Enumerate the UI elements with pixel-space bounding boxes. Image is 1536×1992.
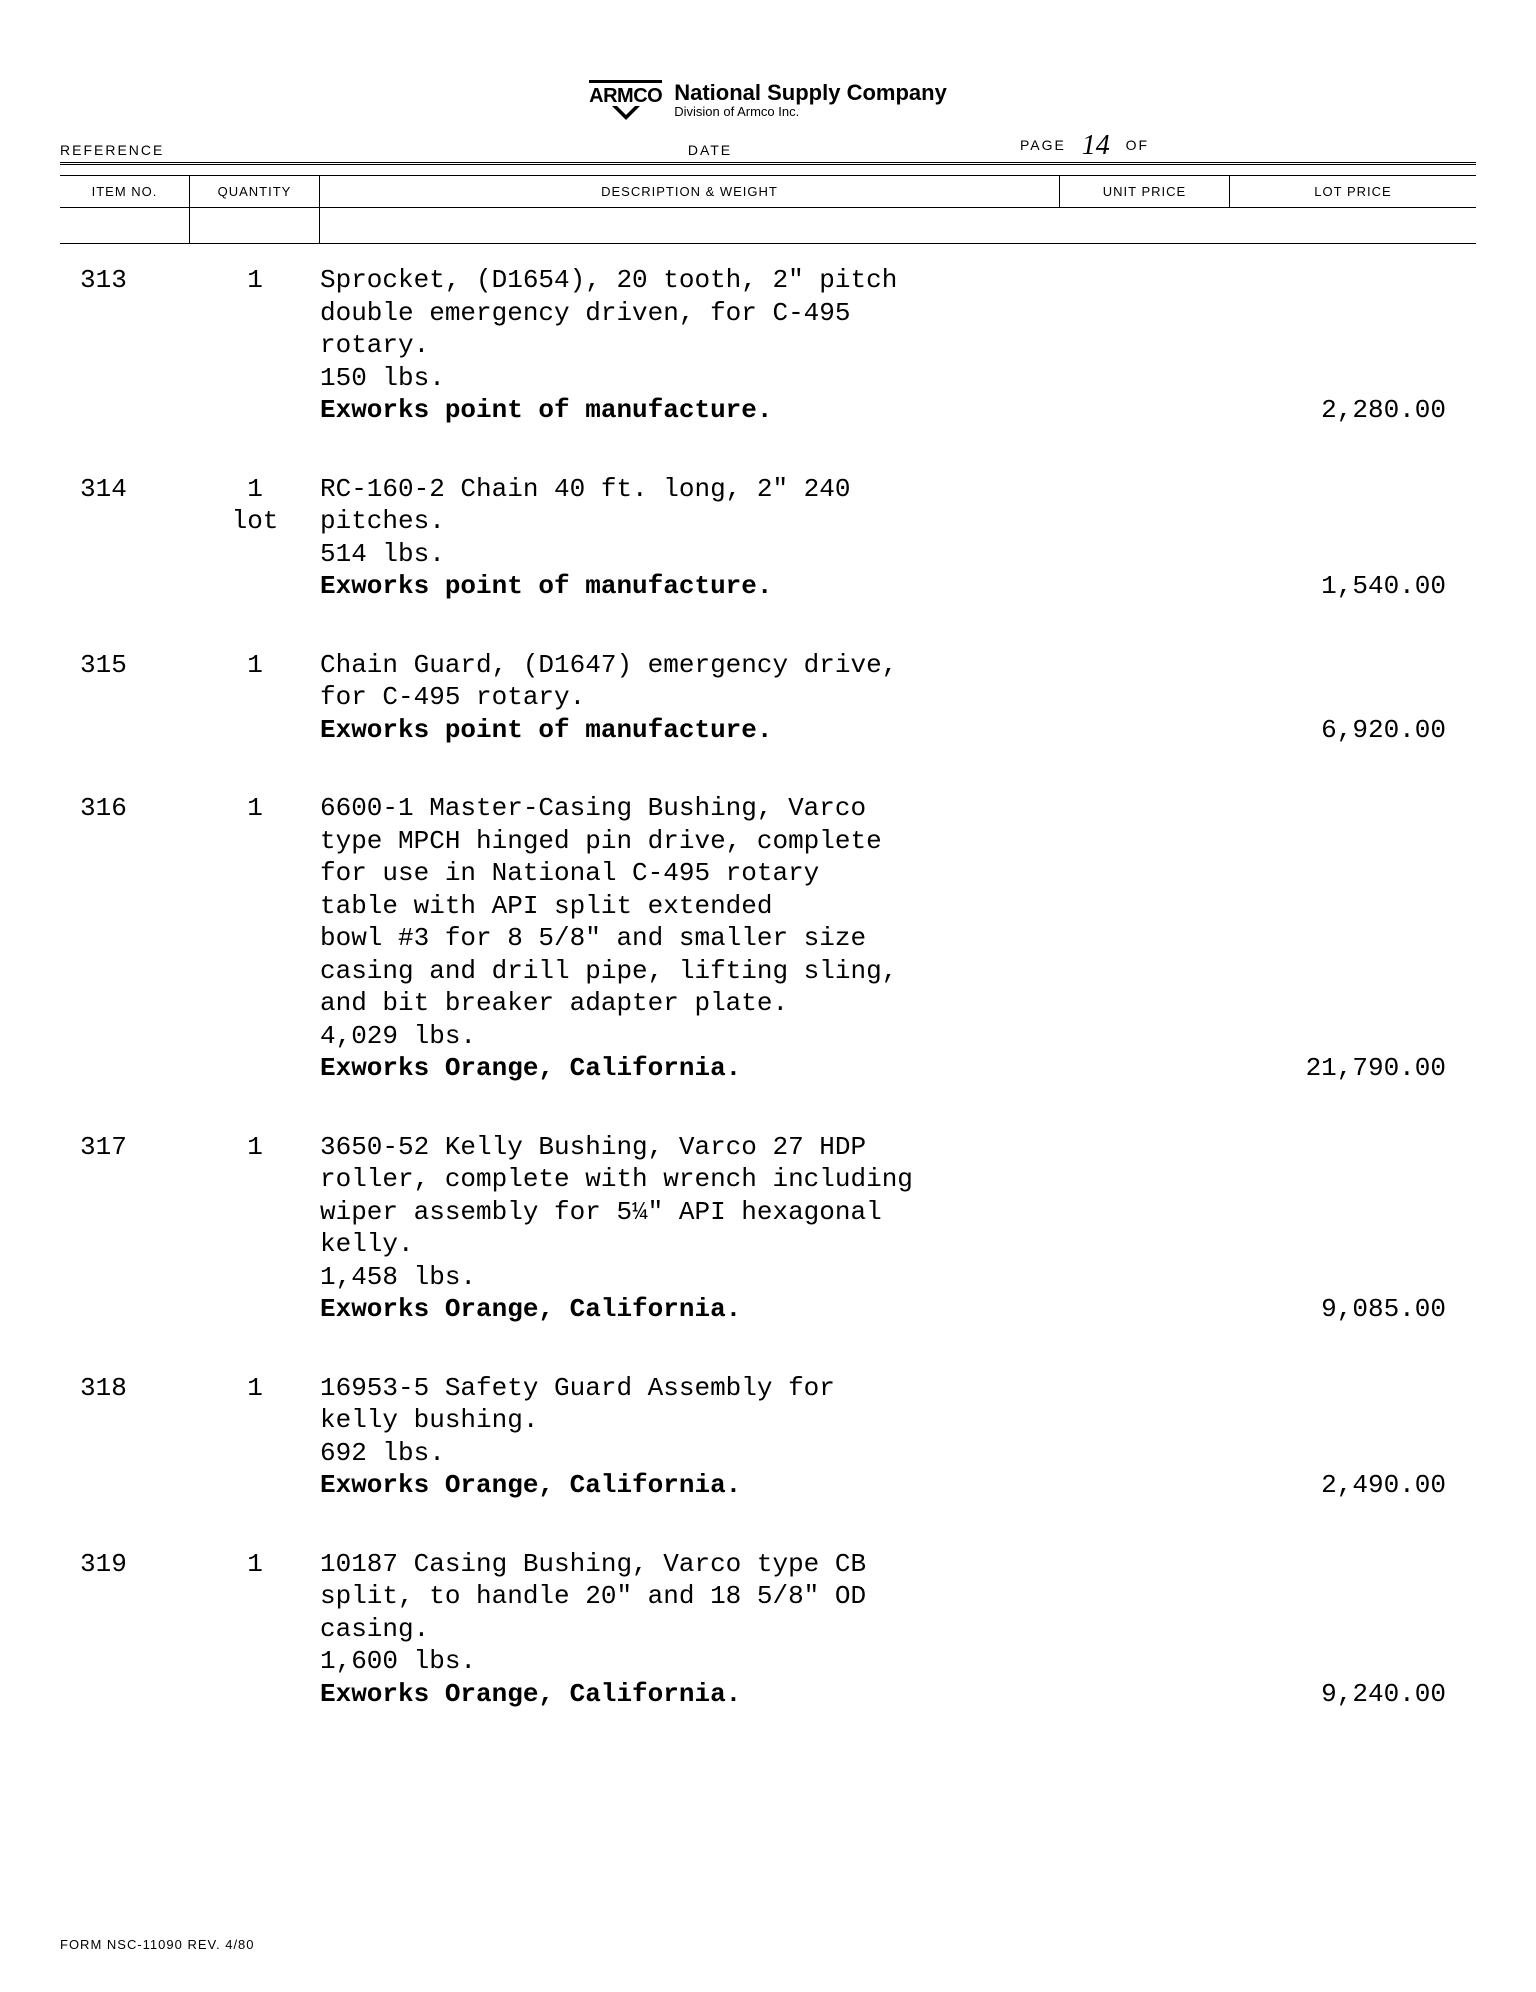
description-text: 16953-5 Safety Guard Assembly for kelly … (320, 1373, 835, 1468)
description-text: 3650-52 Kelly Bushing, Varco 27 HDP roll… (320, 1132, 913, 1292)
item-no: 313 (60, 264, 190, 427)
lot-price: 21,790.00 (1060, 792, 1476, 1085)
armco-logo: ARMCO (589, 80, 662, 120)
description-text: 10187 Casing Bushing, Varco type CB spli… (320, 1549, 866, 1677)
col-desc: DESCRIPTION & WEIGHT (320, 176, 1060, 207)
table-row: 319110187 Casing Bushing, Varco type CB … (60, 1548, 1476, 1711)
table-row: 318116953-5 Safety Guard Assembly for ke… (60, 1372, 1476, 1502)
armco-logo-text: ARMCO (589, 80, 662, 108)
exworks-line: Exworks point of manufacture. (320, 715, 772, 745)
col-qty: QUANTITY (190, 176, 320, 207)
description: 3650-52 Kelly Bushing, Varco 27 HDP roll… (320, 1131, 1060, 1326)
description-text: Chain Guard, (D1647) emergency drive, fo… (320, 650, 897, 713)
table-header: ITEM NO. QUANTITY DESCRIPTION & WEIGHT U… (60, 175, 1476, 208)
quantity: 1 (190, 1131, 320, 1326)
description-text: Sprocket, (D1654), 20 tooth, 2" pitch do… (320, 265, 897, 393)
meta-row: REFERENCE DATE PAGE 14 OF (60, 126, 1476, 165)
form-footer: FORM NSC-11090 REV. 4/80 (60, 1937, 255, 1952)
item-no: 319 (60, 1548, 190, 1711)
exworks-line: Exworks Orange, California. (320, 1053, 741, 1083)
description: 10187 Casing Bushing, Varco type CB spli… (320, 1548, 1060, 1711)
description-text: RC-160-2 Chain 40 ft. long, 2" 240 pitch… (320, 474, 851, 569)
item-no: 317 (60, 1131, 190, 1326)
page: ARMCO National Supply Company Division o… (0, 0, 1536, 1992)
exworks-line: Exworks Orange, California. (320, 1470, 741, 1500)
exworks-line: Exworks Orange, California. (320, 1294, 741, 1324)
description-text: 6600-1 Master-Casing Bushing, Varco type… (320, 793, 897, 1051)
table-row: 31616600-1 Master-Casing Bushing, Varco … (60, 792, 1476, 1085)
company-name: National Supply Company (674, 80, 947, 105)
table-body: 3131Sprocket, (D1654), 20 tooth, 2" pitc… (60, 264, 1476, 1710)
lot-price: 2,490.00 (1060, 1372, 1476, 1502)
lot-price: 6,920.00 (1060, 649, 1476, 747)
description: Sprocket, (D1654), 20 tooth, 2" pitch do… (320, 264, 1060, 427)
armco-chevron-icon (612, 106, 640, 120)
quantity: 1 (190, 649, 320, 747)
table-row: 3141 lotRC-160-2 Chain 40 ft. long, 2" 2… (60, 473, 1476, 603)
item-no: 318 (60, 1372, 190, 1502)
of-label: OF (1126, 137, 1149, 153)
lot-price: 9,085.00 (1060, 1131, 1476, 1326)
quantity: 1 (190, 264, 320, 427)
page-indicator: PAGE 14 OF (1020, 126, 1169, 158)
lot-price: 9,240.00 (1060, 1548, 1476, 1711)
exworks-line: Exworks point of manufacture. (320, 571, 772, 601)
exworks-line: Exworks Orange, California. (320, 1679, 741, 1709)
col-lot: LOT PRICE (1230, 176, 1476, 207)
col-unit: UNIT PRICE (1060, 176, 1230, 207)
description: Chain Guard, (D1647) emergency drive, fo… (320, 649, 1060, 747)
letterhead: ARMCO National Supply Company Division o… (60, 80, 1476, 120)
company-block: National Supply Company Division of Armc… (674, 80, 947, 120)
quantity: 1 (190, 792, 320, 1085)
quantity: 1 (190, 1548, 320, 1711)
company-subtitle: Division of Armco Inc. (674, 105, 947, 120)
table-row: 3151Chain Guard, (D1647) emergency drive… (60, 649, 1476, 747)
item-no: 316 (60, 792, 190, 1085)
table-row: 31713650-52 Kelly Bushing, Varco 27 HDP … (60, 1131, 1476, 1326)
lot-price: 1,540.00 (1060, 473, 1476, 603)
description: RC-160-2 Chain 40 ft. long, 2" 240 pitch… (320, 473, 1060, 603)
table-row: 3131Sprocket, (D1654), 20 tooth, 2" pitc… (60, 264, 1476, 427)
page-number: 14 (1072, 130, 1120, 162)
col-item: ITEM NO. (60, 176, 190, 207)
exworks-line: Exworks point of manufacture. (320, 395, 772, 425)
quantity: 1 lot (190, 473, 320, 603)
item-no: 315 (60, 649, 190, 747)
reference-label: REFERENCE (60, 142, 400, 158)
table-stub-row (60, 208, 1476, 244)
quantity: 1 (190, 1372, 320, 1502)
page-label: PAGE (1020, 137, 1066, 153)
description: 16953-5 Safety Guard Assembly for kelly … (320, 1372, 1060, 1502)
item-no: 314 (60, 473, 190, 603)
description: 6600-1 Master-Casing Bushing, Varco type… (320, 792, 1060, 1085)
date-label: DATE (400, 142, 1020, 158)
lot-price: 2,280.00 (1060, 264, 1476, 427)
